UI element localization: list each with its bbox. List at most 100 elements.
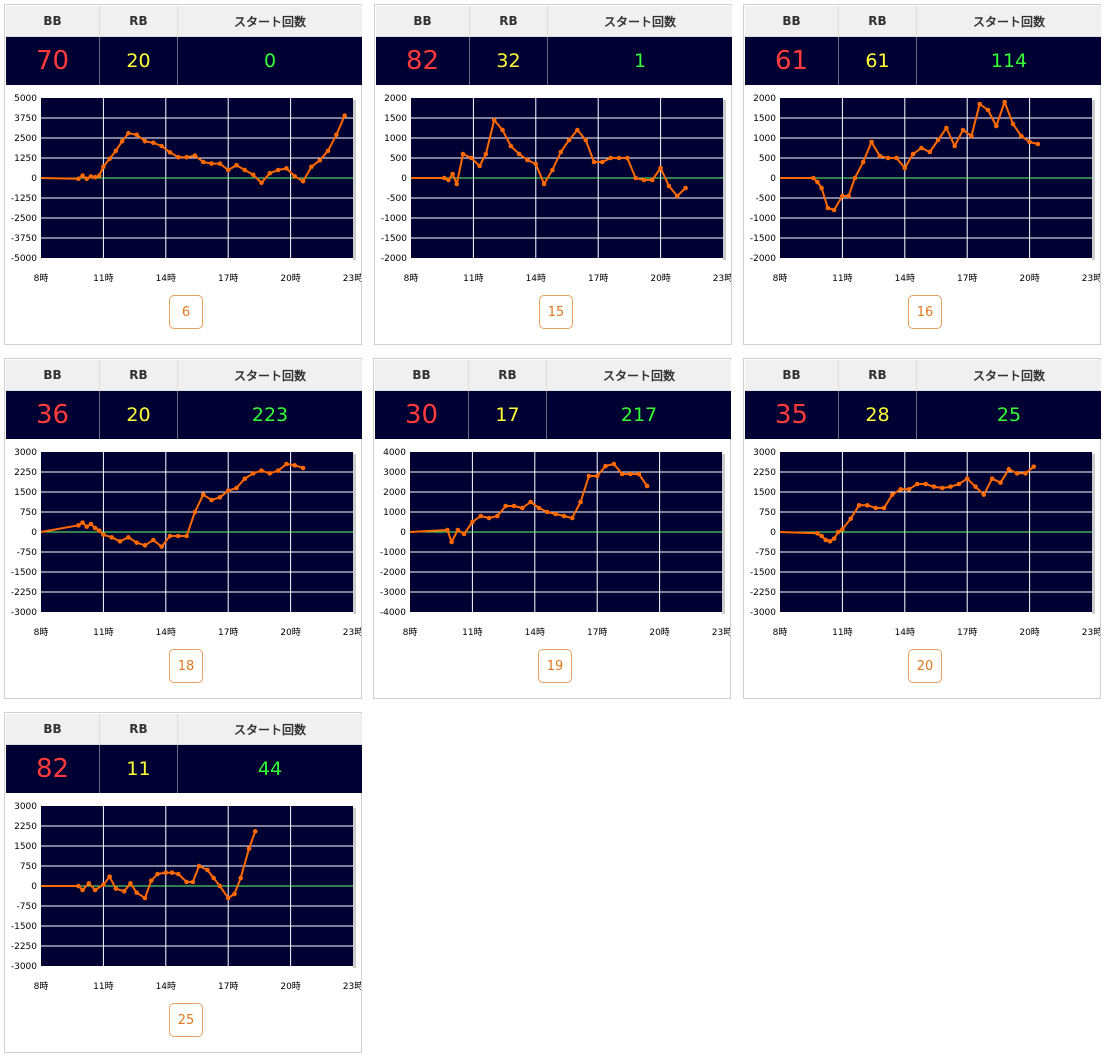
data-point <box>225 488 231 493</box>
data-point <box>944 125 949 131</box>
data-point <box>906 487 912 492</box>
machine-number-button[interactable]: 6 <box>169 295 203 329</box>
data-point <box>119 138 125 144</box>
data-point <box>142 138 148 144</box>
machine-number-button[interactable]: 19 <box>538 649 572 683</box>
data-point <box>541 181 547 187</box>
y-tick-label: 0 <box>31 174 37 184</box>
data-point <box>242 476 248 481</box>
stats-table: BB RB スタート回数 61 61 114 <box>745 6 1101 85</box>
start-value: 44 <box>177 744 362 793</box>
y-tick-label: -3000 <box>380 588 406 598</box>
data-point <box>92 174 98 180</box>
data-point <box>931 484 937 489</box>
data-point <box>96 173 102 178</box>
data-point <box>134 890 139 895</box>
x-tick-label: 14時 <box>156 981 176 992</box>
data-point <box>169 870 175 875</box>
stats-table: BB RB スタート回数 35 28 25 <box>745 360 1101 439</box>
data-point <box>831 207 837 213</box>
rb-value: 32 <box>469 36 548 85</box>
rb-header: RB <box>99 360 178 391</box>
data-point <box>923 481 928 487</box>
data-point <box>840 193 845 199</box>
machine-number-button[interactable]: 18 <box>169 649 203 683</box>
data-point <box>142 895 148 901</box>
data-point <box>284 461 289 467</box>
data-point <box>503 503 508 509</box>
data-point <box>267 170 273 176</box>
plot-shadow <box>1092 100 1095 260</box>
data-point <box>935 137 941 143</box>
data-point <box>491 117 497 123</box>
x-tick-label: 23時 <box>713 273 731 284</box>
machine-number-button[interactable]: 16 <box>908 295 942 329</box>
data-point <box>1023 471 1028 476</box>
bb-header: BB <box>745 360 839 391</box>
x-tick-label: 11時 <box>832 273 852 284</box>
machine-number-button[interactable]: 20 <box>908 649 942 683</box>
machine-number-button[interactable]: 25 <box>169 1003 203 1037</box>
data-point <box>96 528 102 533</box>
machine-card-15: BB RB スタート回数 82 32 1 2000 1500 1000 500 0 -50… <box>374 4 732 345</box>
data-point <box>536 505 542 511</box>
data-point <box>148 878 154 883</box>
data-point <box>815 531 820 536</box>
x-tick-label: 14時 <box>156 627 176 638</box>
data-point <box>167 150 173 155</box>
x-tick-label: 20時 <box>650 273 670 284</box>
data-point <box>890 492 895 497</box>
stats-table: BB RB スタート回数 82 11 44 <box>6 714 362 793</box>
bb-value: 82 <box>6 744 100 793</box>
data-point <box>477 163 482 169</box>
y-tick-label: 3000 <box>14 802 37 812</box>
x-tick-label: 8時 <box>34 627 49 638</box>
y-tick-label: 0 <box>770 528 776 538</box>
y-tick-label: 3000 <box>383 468 406 478</box>
x-tick-label: 23時 <box>1082 273 1100 284</box>
x-tick-label: 11時 <box>832 627 852 638</box>
data-point <box>250 172 256 178</box>
payout-chart: 4000 3000 2000 1000 0 -1000 -2000 -3000 -4000 8時 1… <box>380 448 730 638</box>
data-point <box>952 143 958 149</box>
data-point <box>121 889 127 894</box>
data-point <box>528 499 533 505</box>
data-point <box>155 871 160 877</box>
data-point <box>113 886 119 891</box>
data-point <box>159 544 164 549</box>
x-tick-label: 23時 <box>1082 627 1100 638</box>
data-point <box>142 543 148 548</box>
data-point <box>292 463 298 468</box>
data-point <box>625 155 630 161</box>
data-point <box>553 511 558 517</box>
data-point <box>561 513 567 519</box>
y-tick-label: -750 <box>17 902 38 912</box>
data-point <box>478 513 484 519</box>
data-point <box>88 174 94 179</box>
data-point <box>848 516 854 521</box>
data-point <box>449 539 454 545</box>
x-tick-label: 14時 <box>895 627 915 638</box>
bb-value: 35 <box>745 390 839 439</box>
data-point <box>927 149 933 155</box>
x-tick-label: 11時 <box>93 273 113 284</box>
y-tick-label: -4000 <box>380 608 406 618</box>
x-tick-label: 11時 <box>93 981 113 992</box>
data-point <box>267 471 273 476</box>
x-tick-label: 23時 <box>343 981 361 992</box>
plot-shadow <box>353 454 356 614</box>
y-tick-label: -500 <box>387 194 408 204</box>
data-point <box>101 882 106 887</box>
x-tick-label: 17時 <box>218 627 238 638</box>
y-tick-label: -2000 <box>750 254 776 264</box>
data-point <box>246 846 252 851</box>
start-header: スタート回数 <box>916 360 1101 391</box>
y-tick-label: -1500 <box>750 568 776 578</box>
x-tick-label: 11時 <box>93 627 113 638</box>
data-point <box>317 158 323 163</box>
data-point <box>217 883 223 889</box>
x-tick-label: 8時 <box>773 273 788 284</box>
machine-number-button[interactable]: 15 <box>539 295 573 329</box>
y-tick-label: 1000 <box>753 134 776 144</box>
y-tick-label: 1500 <box>14 488 37 498</box>
